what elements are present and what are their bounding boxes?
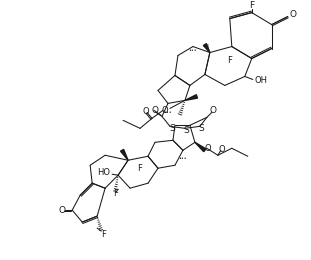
Text: •••: ••• bbox=[179, 156, 187, 161]
Text: F: F bbox=[227, 56, 232, 65]
Text: F: F bbox=[249, 1, 254, 10]
Text: F: F bbox=[101, 230, 105, 239]
Text: •••: ••• bbox=[164, 110, 172, 115]
Text: O: O bbox=[289, 10, 296, 19]
Text: |: | bbox=[206, 44, 208, 49]
Text: •••: ••• bbox=[188, 48, 197, 53]
Text: S: S bbox=[198, 124, 204, 133]
Polygon shape bbox=[185, 95, 197, 100]
Text: O: O bbox=[59, 206, 66, 214]
Text: F: F bbox=[113, 189, 118, 198]
Text: S: S bbox=[183, 126, 189, 135]
Text: HO: HO bbox=[97, 168, 110, 177]
Text: F: F bbox=[137, 164, 142, 173]
Text: S: S bbox=[169, 124, 175, 133]
Text: O: O bbox=[151, 106, 159, 115]
Text: O: O bbox=[209, 106, 216, 115]
Polygon shape bbox=[195, 142, 206, 152]
Polygon shape bbox=[203, 44, 210, 53]
Text: O: O bbox=[219, 145, 225, 154]
Text: O: O bbox=[205, 144, 211, 153]
Polygon shape bbox=[121, 149, 128, 160]
Text: O: O bbox=[162, 106, 168, 115]
Text: O: O bbox=[143, 107, 149, 116]
Text: OH: OH bbox=[255, 76, 268, 85]
